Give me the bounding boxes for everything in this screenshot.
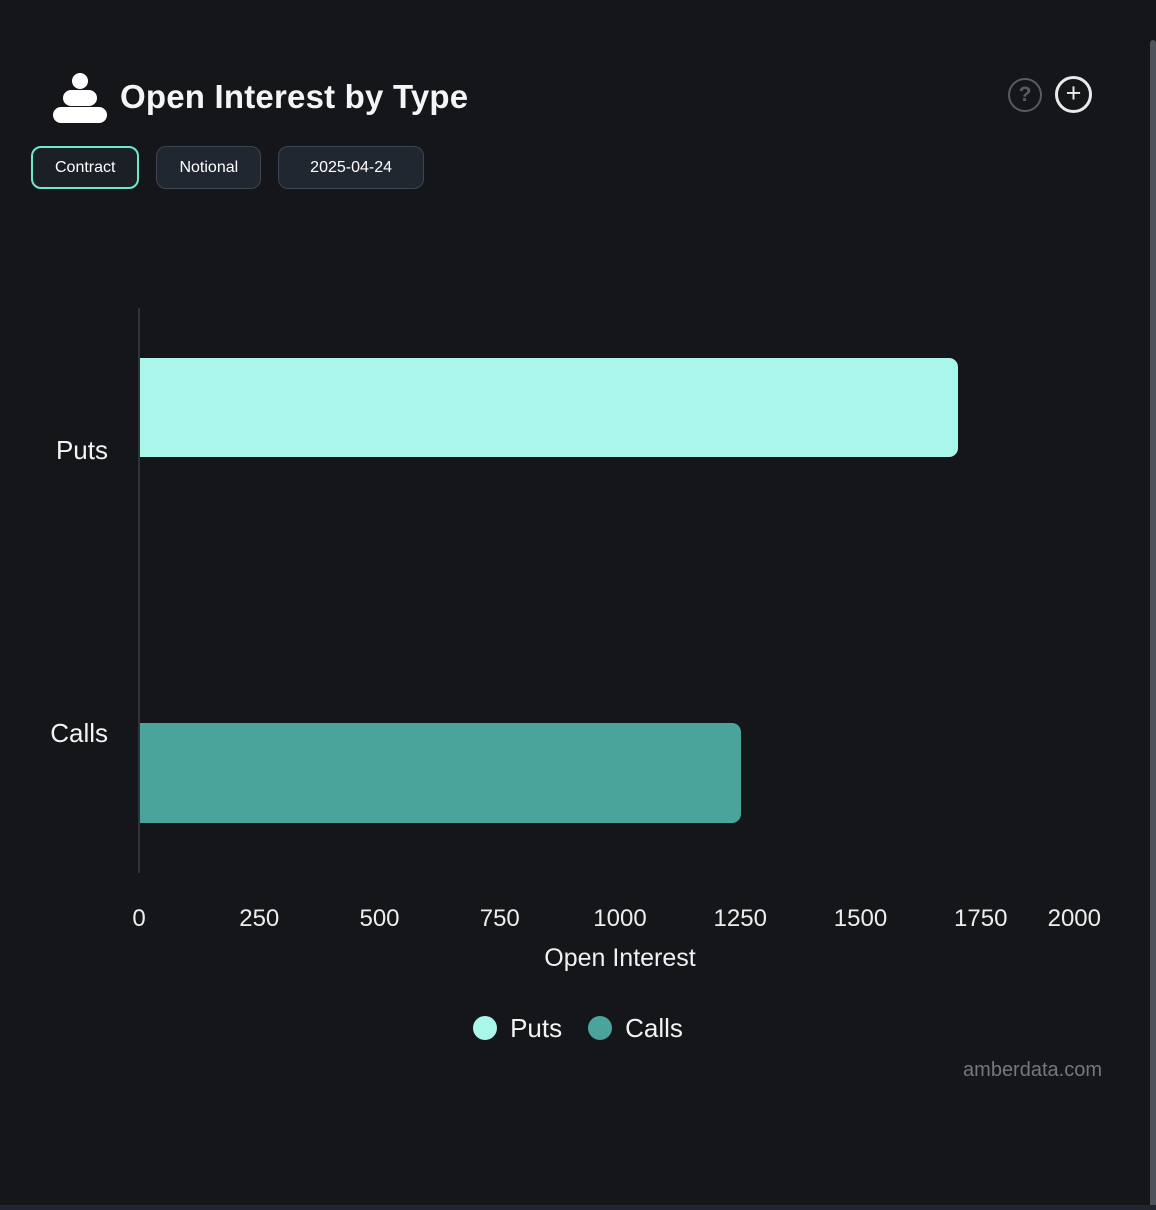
bottom-divider	[0, 1205, 1156, 1210]
x-tick-label: 1000	[593, 905, 647, 932]
legend-item-puts[interactable]: Puts	[473, 1013, 562, 1044]
plus-glyph: +	[1065, 77, 1082, 108]
x-tick-label: 2000	[1047, 905, 1101, 932]
x-tick-label: 1500	[833, 905, 888, 932]
x-tick-label: 750	[479, 905, 520, 932]
bar-puts[interactable]	[140, 358, 958, 457]
y-axis-label-calls: Calls	[50, 718, 108, 748]
x-tick-label: 0	[132, 905, 146, 932]
x-tick-label: 1250	[713, 905, 767, 932]
x-tick-label: 1750	[954, 905, 1008, 932]
date-selector[interactable]: 2025-04-24	[278, 146, 425, 189]
legend-item-calls[interactable]: Calls	[588, 1013, 683, 1044]
x-tick-label: 250	[239, 905, 280, 932]
scrollbar[interactable]	[1150, 40, 1156, 1210]
toolbar: Contract Notional 2025-04-24	[31, 146, 425, 189]
x-axis-title: Open Interest	[544, 944, 696, 972]
toggle-notional[interactable]: Notional	[156, 146, 262, 189]
bar-calls[interactable]	[140, 723, 741, 823]
help-glyph: ?	[1018, 83, 1032, 106]
legend-dot-puts-icon	[473, 1016, 498, 1040]
add-icon[interactable]: +	[1055, 76, 1092, 113]
x-tick-label: 500	[359, 905, 400, 932]
legend-label-calls: Calls	[625, 1012, 683, 1043]
amberdata-logo-icon	[53, 73, 107, 123]
page-title: Open Interest by Type	[120, 78, 469, 115]
y-axis-label-puts: Puts	[55, 435, 108, 465]
y-axis-line	[138, 308, 140, 873]
watermark: amberdata.com	[963, 1059, 1102, 1081]
legend-dot-calls-icon	[588, 1016, 613, 1040]
toggle-contract[interactable]: Contract	[31, 146, 140, 189]
legend-label-puts: Puts	[510, 1012, 563, 1043]
legend: Puts Calls	[0, 1012, 1156, 1044]
help-icon[interactable]: ?	[1008, 78, 1042, 112]
